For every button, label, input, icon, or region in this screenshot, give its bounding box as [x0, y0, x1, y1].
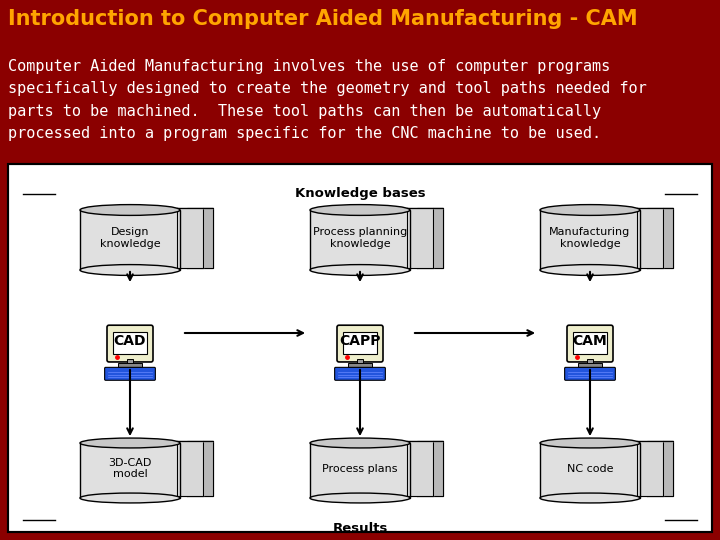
Polygon shape [637, 441, 663, 496]
Bar [0, 0, 720, 38]
Bar [348, 363, 372, 367]
Bar [80, 443, 180, 498]
Ellipse shape [310, 438, 410, 448]
Polygon shape [407, 441, 433, 496]
Bar [540, 443, 640, 498]
Ellipse shape [80, 205, 180, 215]
Polygon shape [407, 208, 433, 268]
Text: CAM: CAM [572, 334, 608, 348]
Polygon shape [637, 208, 663, 268]
FancyBboxPatch shape [104, 367, 156, 380]
Bar [8, 164, 712, 532]
Text: Design
knowledge: Design knowledge [99, 227, 161, 249]
Text: 3D-CAD
model: 3D-CAD model [108, 458, 152, 480]
Bar [8, 164, 712, 532]
Polygon shape [187, 208, 213, 268]
Ellipse shape [540, 438, 640, 448]
Bar [310, 210, 410, 270]
Bar [118, 363, 142, 367]
Text: Manufacturing
knowledge: Manufacturing knowledge [549, 227, 631, 249]
Bar [80, 210, 180, 270]
FancyBboxPatch shape [337, 325, 383, 362]
Text: CAPP: CAPP [339, 334, 381, 348]
Ellipse shape [310, 493, 410, 503]
Bar [310, 443, 410, 498]
Text: Knowledge bases: Knowledge bases [294, 187, 426, 200]
Polygon shape [647, 441, 673, 496]
Text: CAD: CAD [114, 334, 146, 348]
Ellipse shape [540, 493, 640, 503]
Text: Results: Results [333, 522, 387, 535]
Bar [588, 359, 593, 364]
Ellipse shape [80, 438, 180, 448]
Ellipse shape [80, 265, 180, 275]
FancyBboxPatch shape [567, 325, 613, 362]
Polygon shape [177, 441, 203, 496]
Polygon shape [417, 208, 443, 268]
Polygon shape [187, 441, 213, 496]
Ellipse shape [540, 265, 640, 275]
Ellipse shape [310, 265, 410, 275]
FancyBboxPatch shape [107, 325, 153, 362]
Text: Computer Aided Manufacturing involves the use of computer programs
specifically : Computer Aided Manufacturing involves th… [8, 59, 647, 141]
Text: NC code: NC code [567, 463, 613, 474]
Polygon shape [417, 441, 443, 496]
Text: Introduction to Computer Aided Manufacturing - CAM: Introduction to Computer Aided Manufactu… [8, 9, 638, 29]
Bar [0, 38, 720, 162]
Ellipse shape [310, 205, 410, 215]
Text: Process planning
knowledge: Process planning knowledge [313, 227, 407, 249]
Ellipse shape [80, 493, 180, 503]
Bar [578, 363, 602, 367]
Polygon shape [177, 208, 203, 268]
Text: Process plans: Process plans [323, 463, 397, 474]
FancyBboxPatch shape [564, 367, 616, 380]
Polygon shape [647, 208, 673, 268]
Bar [113, 332, 147, 354]
Bar [573, 332, 607, 354]
Bar [127, 359, 132, 364]
Ellipse shape [540, 205, 640, 215]
Bar [358, 359, 363, 364]
FancyBboxPatch shape [335, 367, 385, 380]
Bar [540, 210, 640, 270]
Bar [343, 332, 377, 354]
